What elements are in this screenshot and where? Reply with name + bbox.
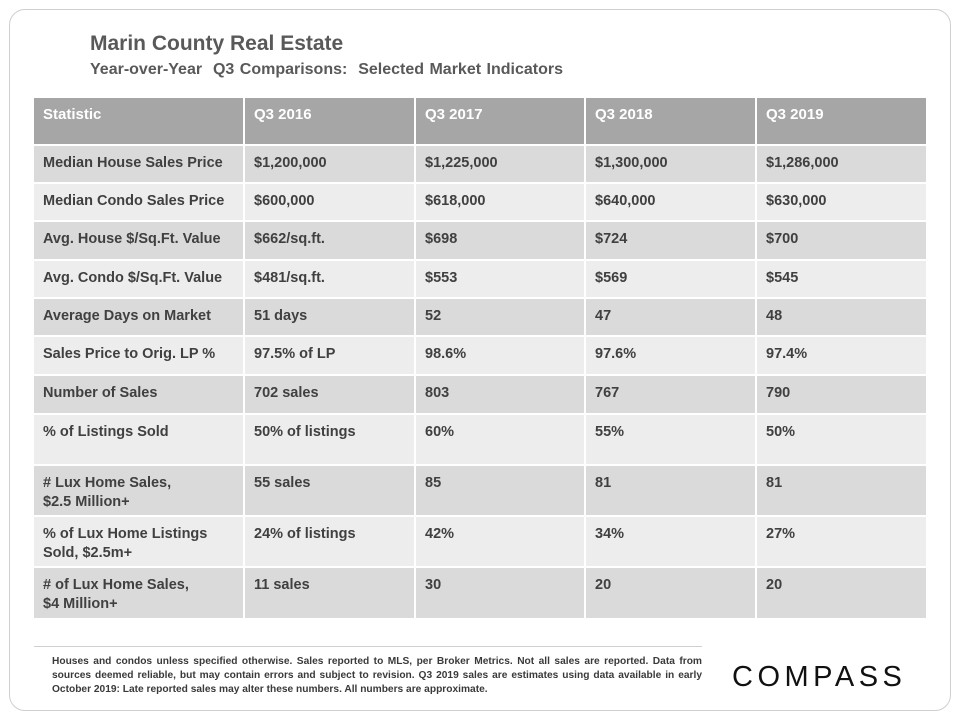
value-cell: $481/sq.ft. xyxy=(244,259,416,298)
row-label-cell: Median Condo Sales Price xyxy=(34,182,245,221)
page-title: Marin County Real Estate xyxy=(90,32,344,55)
page-subtitle: Year-over-Year Q3 Comparisons: Selected … xyxy=(90,61,563,78)
table-header-row: Statistic Q3 2016 Q3 2017 Q3 2018 Q3 201… xyxy=(34,98,926,145)
value-cell: 790 xyxy=(756,374,926,414)
value-cell: 55 sales xyxy=(244,464,416,516)
market-indicators-table: Statistic Q3 2016 Q3 2017 Q3 2018 Q3 201… xyxy=(34,98,926,618)
value-cell: 81 xyxy=(585,464,757,516)
value-cell: 30 xyxy=(415,566,586,618)
value-cell: 27% xyxy=(756,515,926,567)
value-cell: $1,200,000 xyxy=(244,144,416,183)
table-row: # of Lux Home Sales, $4 Million+ 11 sales 3… xyxy=(34,566,926,618)
value-cell: $724 xyxy=(585,220,757,260)
value-cell: 20 xyxy=(756,566,926,618)
table-row: % of Listings Sold 50% of listings 60% 55% 5… xyxy=(34,413,926,465)
table-row: % of Lux Home Listings Sold, $2.5m+ 24% of… xyxy=(34,515,926,567)
value-cell: 34% xyxy=(585,515,757,567)
value-cell: 48 xyxy=(756,297,926,336)
table-row: Average Days on Market 51 days 52 47 48 xyxy=(34,297,926,336)
value-cell: $640,000 xyxy=(585,182,757,221)
value-cell: 97.6% xyxy=(585,335,757,375)
value-cell: 51 days xyxy=(244,297,416,336)
row-label-cell: % of Listings Sold xyxy=(34,413,245,465)
value-cell: 803 xyxy=(415,374,586,414)
row-label-cell: Avg. Condo $/Sq.Ft. Value xyxy=(34,259,245,298)
table-row: # Lux Home Sales, $2.5 Million+ 55 sales 85… xyxy=(34,464,926,516)
logo-text: COMPASS xyxy=(732,661,906,693)
value-cell: $553 xyxy=(415,259,586,298)
value-cell: 50% of listings xyxy=(244,413,416,465)
value-cell: 52 xyxy=(415,297,586,336)
column-header: Q3 2016 xyxy=(244,98,416,145)
footnote: Houses and condos unless specified other… xyxy=(52,656,702,695)
row-label-cell: # of Lux Home Sales, $4 Million+ xyxy=(34,566,245,618)
value-cell: $630,000 xyxy=(756,182,926,221)
value-cell: 55% xyxy=(585,413,757,465)
value-cell: $698 xyxy=(415,220,586,260)
value-cell: 11 sales xyxy=(244,566,416,618)
value-cell: 50% xyxy=(756,413,926,465)
column-header: Q3 2018 xyxy=(585,98,757,145)
value-cell: 47 xyxy=(585,297,757,336)
footnote-divider xyxy=(34,646,702,647)
value-cell: 81 xyxy=(756,464,926,516)
value-cell: 85 xyxy=(415,464,586,516)
value-cell: 97.4% xyxy=(756,335,926,375)
value-cell: $618,000 xyxy=(415,182,586,221)
value-cell: $569 xyxy=(585,259,757,298)
value-cell: $545 xyxy=(756,259,926,298)
value-cell: 97.5% of LP xyxy=(244,335,416,375)
table-row: Avg. Condo $/Sq.Ft. Value $481/sq.ft. $553… xyxy=(34,259,926,298)
value-cell: $662/sq.ft. xyxy=(244,220,416,260)
row-label-cell: Median House Sales Price xyxy=(34,144,245,183)
value-cell: $1,225,000 xyxy=(415,144,586,183)
row-label-cell: Avg. House $/Sq.Ft. Value xyxy=(34,220,245,260)
compass-logo: COMPASS xyxy=(732,661,906,693)
value-cell: $1,300,000 xyxy=(585,144,757,183)
value-cell: 24% of listings xyxy=(244,515,416,567)
value-cell: 98.6% xyxy=(415,335,586,375)
table-row: Avg. House $/Sq.Ft. Value $662/sq.ft. $698… xyxy=(34,220,926,260)
value-cell: 767 xyxy=(585,374,757,414)
column-header: Q3 2019 xyxy=(756,98,926,145)
row-label-cell: Average Days on Market xyxy=(34,297,245,336)
value-cell: $700 xyxy=(756,220,926,260)
row-label-cell: % of Lux Home Listings Sold, $2.5m+ xyxy=(34,515,245,567)
table-row: Median Condo Sales Price $600,000 $618,000… xyxy=(34,182,926,221)
value-cell: 42% xyxy=(415,515,586,567)
table-row: Median House Sales Price $1,200,000 $1,225… xyxy=(34,144,926,183)
value-cell: $600,000 xyxy=(244,182,416,221)
value-cell: 702 sales xyxy=(244,374,416,414)
row-label-cell: # Lux Home Sales, $2.5 Million+ xyxy=(34,464,245,516)
value-cell: 20 xyxy=(585,566,757,618)
column-header: Q3 2017 xyxy=(415,98,586,145)
value-cell: $1,286,000 xyxy=(756,144,926,183)
value-cell: 60% xyxy=(415,413,586,465)
column-header: Statistic xyxy=(34,98,245,145)
table-row: Number of Sales 702 sales 803 767 790 xyxy=(34,374,926,414)
row-label-cell: Sales Price to Orig. LP % xyxy=(34,335,245,375)
table-row: Sales Price to Orig. LP % 97.5% of LP 98.6… xyxy=(34,335,926,375)
row-label-cell: Number of Sales xyxy=(34,374,245,414)
